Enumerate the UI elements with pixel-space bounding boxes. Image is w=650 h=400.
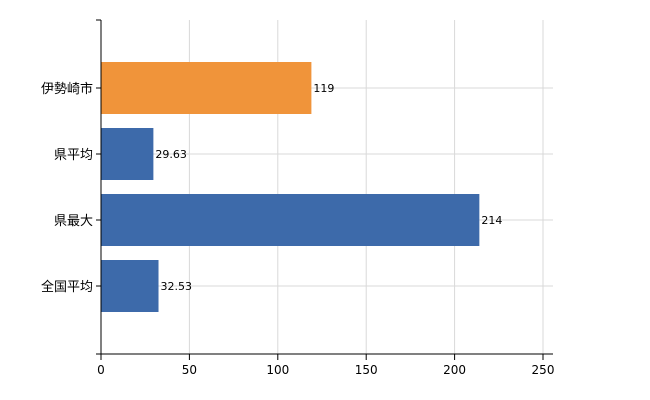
bar-3 bbox=[101, 260, 159, 312]
data-label-2: 214 bbox=[481, 214, 502, 227]
category-label-3: 全国平均 bbox=[41, 279, 93, 295]
category-label-1: 県平均 bbox=[54, 148, 93, 163]
category-label-2: 県最大 bbox=[54, 214, 93, 229]
x-tick-label-4: 200 bbox=[443, 363, 466, 377]
x-tick-label-0: 0 bbox=[97, 363, 105, 377]
data-label-0: 119 bbox=[313, 82, 334, 95]
category-label-0: 伊勢崎市 bbox=[41, 81, 93, 97]
x-tick-label-3: 150 bbox=[355, 363, 378, 377]
labels: 119 伊勢崎市 29.63 県平均 214 県最大 32.53 全国平均 0 50 100 150 2… bbox=[41, 81, 554, 377]
bar-0 bbox=[101, 62, 312, 114]
x-tick-label-1: 50 bbox=[182, 363, 197, 377]
data-label-1: 29.63 bbox=[155, 148, 187, 161]
bar-2 bbox=[101, 194, 480, 246]
x-tick-label-2: 100 bbox=[266, 363, 289, 377]
bars bbox=[101, 62, 480, 312]
axes bbox=[96, 19, 553, 360]
bar-1 bbox=[101, 128, 154, 180]
x-tick-label-5: 250 bbox=[532, 363, 555, 377]
data-label-3: 32.53 bbox=[161, 280, 193, 293]
